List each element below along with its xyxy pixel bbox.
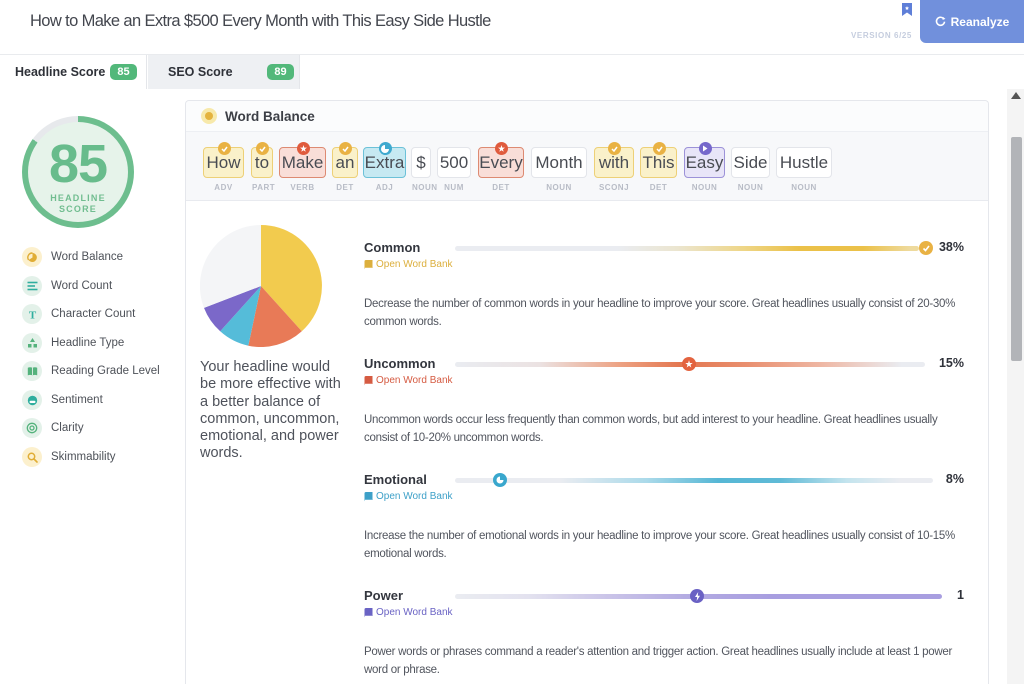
svg-text:T: T xyxy=(28,309,36,320)
